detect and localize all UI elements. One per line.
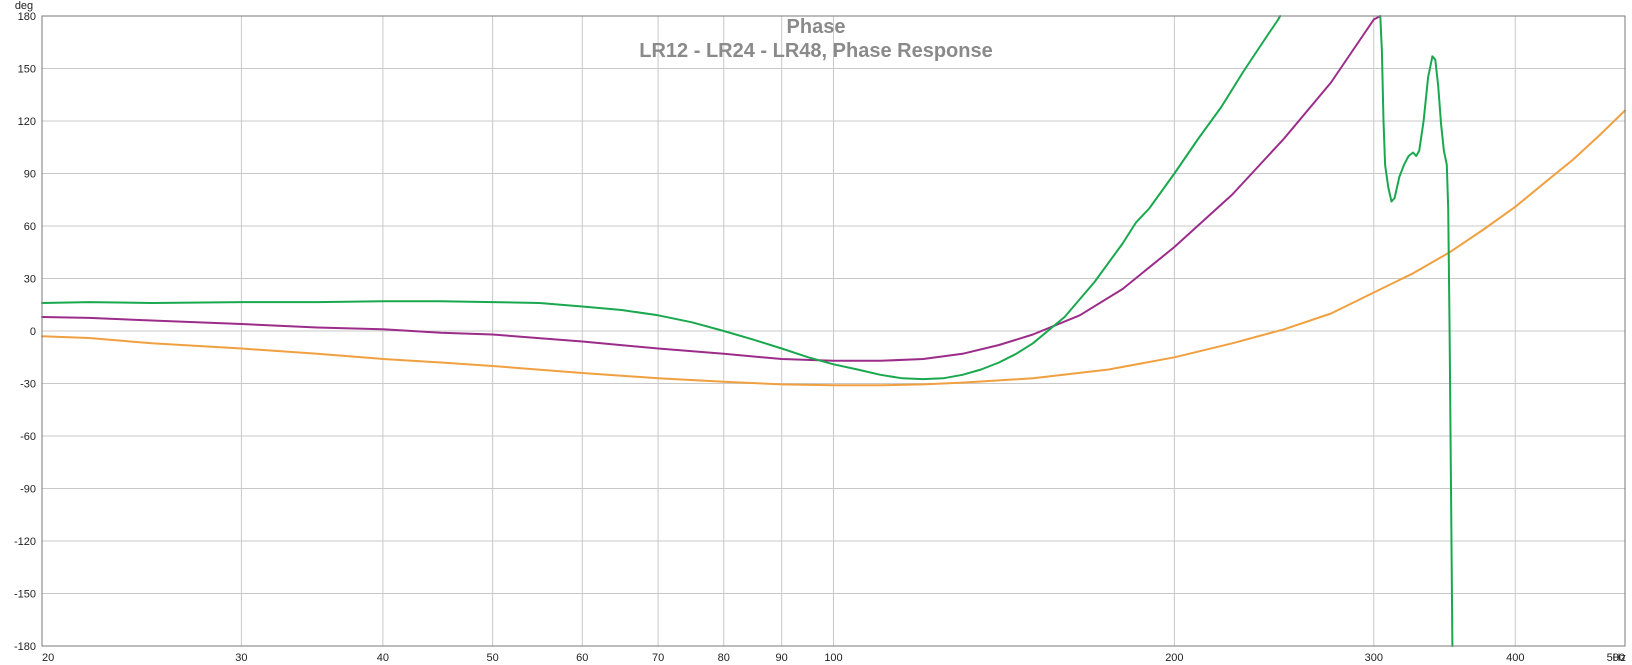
x-tick-label: 70 <box>652 652 664 664</box>
x-tick-label: 400 <box>1506 652 1524 664</box>
x-tick-label: 40 <box>377 652 389 664</box>
plot-frame <box>41 15 1626 647</box>
x-tick-label: 20 <box>42 652 54 664</box>
x-tick-label: 100 <box>824 652 842 664</box>
x-tick-labels: 20 30 40 50 60 70 80 90 100 200 300 400 500 <box>42 652 1625 664</box>
series-lines <box>41 15 1626 647</box>
series-line-2 <box>41 15 1382 362</box>
series-line-1 <box>41 109 1626 387</box>
x-tick-label: 30 <box>235 652 247 664</box>
y-tick-label: -150 <box>14 589 36 601</box>
y-tick-label: -120 <box>14 536 36 548</box>
y-tick-label: 60 <box>24 221 36 233</box>
x-tick-label: 300 <box>1365 652 1383 664</box>
y-tick-label: 150 <box>18 64 36 76</box>
y-tick-label: 30 <box>24 274 36 286</box>
x-tick-label: 80 <box>718 652 730 664</box>
y-tick-label: 0 <box>30 326 36 338</box>
x-tick-label: 200 <box>1165 652 1183 664</box>
series-line-4 <box>1379 15 1454 647</box>
chart-subtitle: LR12 - LR24 - LR48, Phase Response <box>639 40 992 62</box>
series-line-3 <box>41 15 1282 381</box>
chart-title: Phase <box>787 16 846 38</box>
y-tick-label: 120 <box>18 116 36 128</box>
y-tick-label: -30 <box>20 379 36 391</box>
y-tick-label: -180 <box>14 641 36 653</box>
x-tick-label: 90 <box>776 652 788 664</box>
y-tick-label: -60 <box>20 431 36 443</box>
x-axis-unit: Hz <box>1613 652 1626 664</box>
x-tick-label: 50 <box>486 652 498 664</box>
x-tick-label: 60 <box>576 652 588 664</box>
y-tick-label: 180 <box>18 11 36 23</box>
x-tick-label: 500 <box>1607 652 1625 664</box>
y-tick-label: -90 <box>20 484 36 496</box>
y-tick-labels: 180 150 120 90 60 30 0 -30 -60 -90 -120 -150 -180 <box>14 11 36 653</box>
y-axis-label: deg <box>15 0 33 12</box>
y-tick-label: 90 <box>24 169 36 181</box>
